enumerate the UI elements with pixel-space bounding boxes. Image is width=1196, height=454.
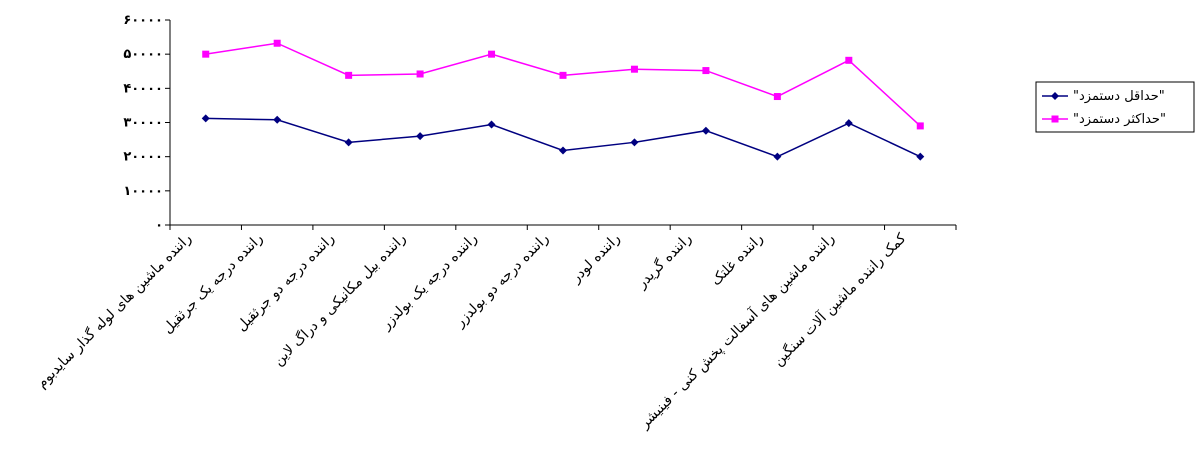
x-tick-label: راننده گریدر: [633, 230, 695, 292]
legend-label: "حداکثر دستمزد": [1073, 112, 1166, 127]
legend-entry: "حداقل دستمزد": [1042, 89, 1165, 104]
x-tick-label: راننده غلتک: [708, 231, 766, 289]
y-axis-ticks: ۰ ۱۰۰۰۰ ۲۰۰۰۰ ۳۰۰۰۰ ۴۰۰۰۰ ۵۰۰۰۰ ۶۰۰۰۰: [123, 13, 170, 233]
data-point: [630, 65, 638, 73]
y-tick-label: ۰: [155, 218, 163, 233]
data-point: [773, 152, 782, 161]
legend-entry: "حداکثر دستمزد": [1042, 112, 1166, 127]
series-1: [201, 114, 925, 161]
y-tick-label: ۳۰۰۰۰: [123, 116, 163, 131]
y-tick-label: ۲۰۰۰۰: [123, 150, 163, 165]
legend-swatch-marker: [1051, 92, 1059, 100]
x-tick-label: راننده لودر: [567, 231, 623, 287]
data-point: [559, 146, 567, 155]
data-point: [202, 50, 210, 58]
y-tick-label: ۶۰۰۰۰: [123, 13, 163, 28]
data-point: [273, 115, 282, 124]
data-point: [416, 70, 424, 78]
series-line: [205, 42, 921, 127]
data-point: [702, 67, 710, 75]
y-tick-label: ۱۰۰۰۰: [123, 184, 163, 199]
data-point: [487, 120, 496, 129]
data-point: [488, 50, 496, 58]
data-point: [201, 114, 210, 123]
data-point: [630, 138, 639, 147]
data-point: [345, 71, 353, 79]
legend-label: "حداقل دستمزد": [1073, 89, 1165, 104]
y-tick-label: ۴۰۰۰۰: [123, 81, 163, 96]
legend-box: [1035, 81, 1195, 133]
chart-series: [201, 39, 925, 161]
legend-swatch-marker: [1051, 115, 1059, 123]
data-point: [273, 39, 281, 47]
chart-legend: "حداقل دستمزد" "حداکثر دستمزد": [1035, 81, 1195, 133]
data-point: [344, 138, 353, 147]
data-point: [416, 132, 425, 141]
series-2: [202, 39, 924, 130]
data-point: [559, 71, 567, 79]
data-point: [844, 119, 853, 128]
data-point: [845, 56, 853, 64]
x-axis-ticks: راننده ماشین های لوله گذار سایدبوم راننده…: [33, 225, 957, 432]
x-tick-label: راننده بیل مکانیکی و دراگ لاین: [269, 229, 409, 369]
data-point: [773, 93, 781, 101]
x-tick-label: راننده ماشین های لوله گذار سایدبوم: [33, 230, 195, 392]
data-point: [701, 126, 710, 135]
x-tick-label: کمک راننده ماشین آلات سنگین: [770, 230, 910, 370]
data-point: [916, 122, 924, 130]
y-tick-label: ۵۰۰۰۰: [123, 47, 163, 62]
data-point: [916, 152, 925, 161]
